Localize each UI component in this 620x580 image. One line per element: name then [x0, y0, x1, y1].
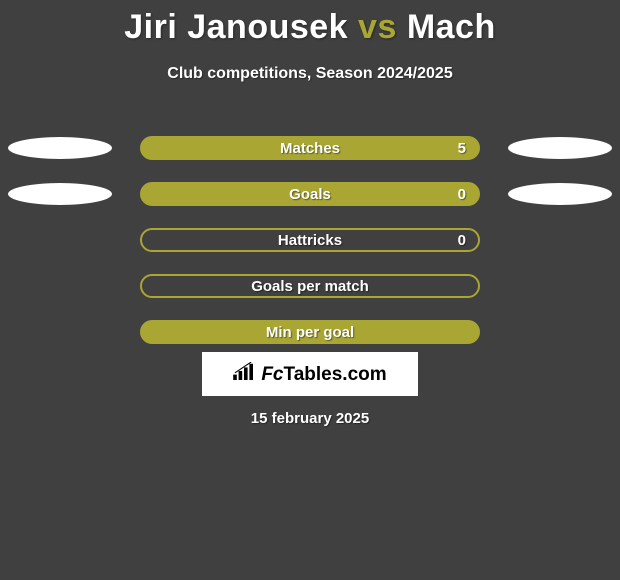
brand-text: FcTables.com [261, 364, 386, 386]
player2-oval-icon [508, 137, 612, 159]
stat-label: Matches [142, 140, 478, 157]
player1-name: Jiri Janousek [124, 8, 348, 46]
stat-label: Goals per match [142, 278, 478, 295]
brand-text-fc: Fc [261, 364, 283, 385]
player2-oval-icon [508, 183, 612, 205]
brand-inner: FcTables.com [233, 362, 386, 386]
stat-bar: Matches5 [140, 136, 480, 160]
stat-value-right: 0 [458, 232, 466, 249]
player1-oval-icon [8, 183, 112, 205]
stat-rows-container: Matches5Goals0Hattricks0Goals per matchM… [0, 125, 620, 355]
stat-label: Goals [142, 186, 478, 203]
stat-value-right: 5 [458, 140, 466, 157]
snapshot-date: 15 february 2025 [0, 410, 620, 427]
stat-row-hattricks: Hattricks0 [0, 217, 620, 263]
stat-row-matches: Matches5 [0, 125, 620, 171]
stat-label: Hattricks [142, 232, 478, 249]
bars-icon [233, 362, 255, 385]
vs-separator: vs [358, 8, 397, 46]
page-title: Jiri Janousek vs Mach [0, 0, 620, 47]
comparison-card: Jiri Janousek vs Mach Club competitions,… [0, 0, 620, 580]
stat-row-goals: Goals0 [0, 171, 620, 217]
stat-value-right: 0 [458, 186, 466, 203]
stat-row-min-per-goal: Min per goal [0, 309, 620, 355]
brand-badge[interactable]: FcTables.com [202, 352, 418, 396]
stat-bar: Goals per match [140, 274, 480, 298]
player2-name: Mach [407, 8, 496, 46]
stat-bar: Goals0 [140, 182, 480, 206]
stat-bar: Min per goal [140, 320, 480, 344]
stat-label: Min per goal [142, 324, 478, 341]
stat-row-goals-per-match: Goals per match [0, 263, 620, 309]
player1-oval-icon [8, 137, 112, 159]
stat-bar: Hattricks0 [140, 228, 480, 252]
subtitle: Club competitions, Season 2024/2025 [0, 65, 620, 83]
brand-text-rest: Tables.com [284, 364, 387, 385]
